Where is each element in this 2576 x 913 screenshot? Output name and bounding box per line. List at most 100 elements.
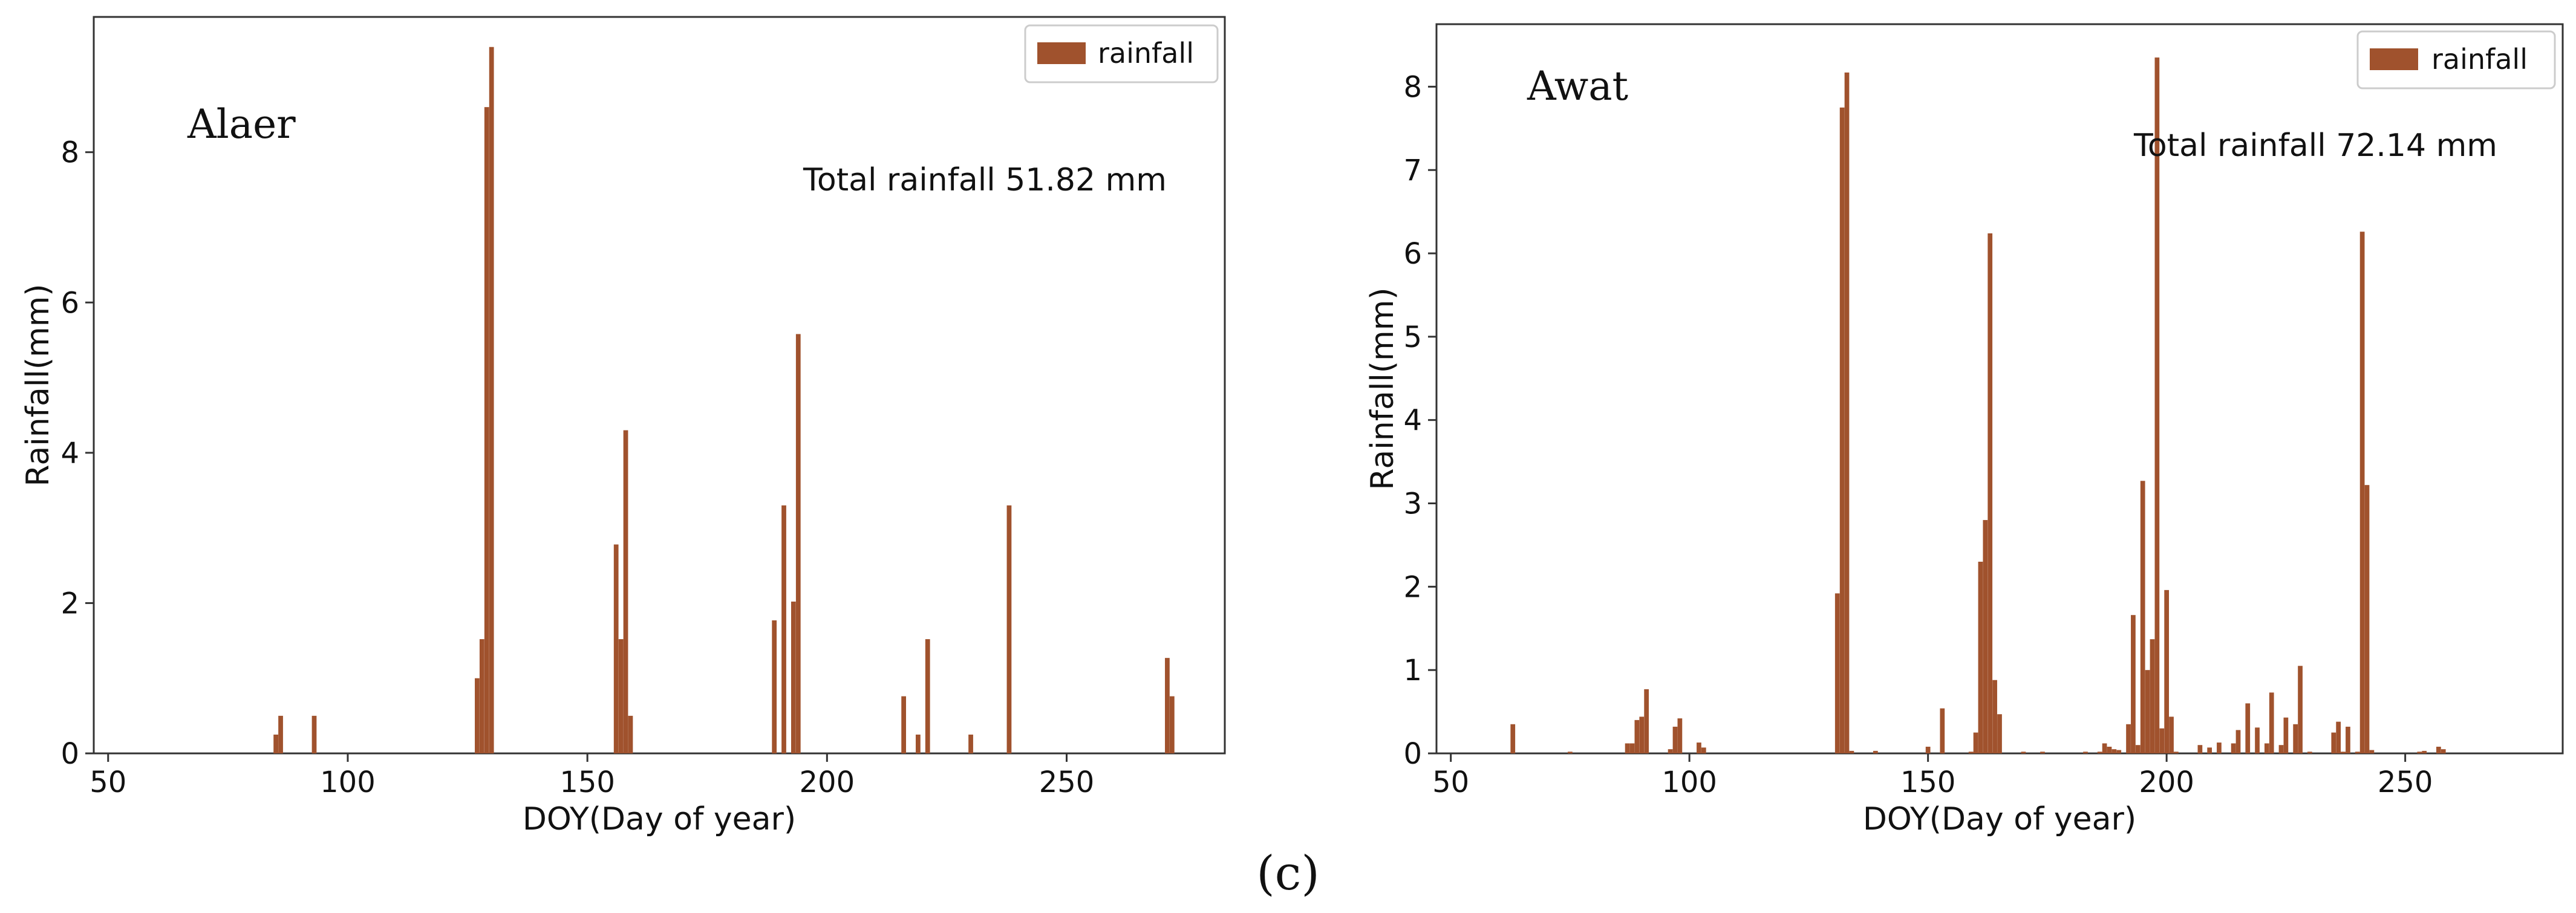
bar-doy-235 bbox=[2331, 732, 2336, 753]
legend-box bbox=[2356, 30, 2556, 89]
bar-doy-90 bbox=[1639, 716, 1645, 753]
y-tick-label: 6 bbox=[1403, 237, 1422, 271]
bar-doy-215 bbox=[2235, 730, 2241, 753]
y-tick-label: 7 bbox=[1403, 154, 1422, 187]
alaer-chart: 50 100 150 200 250 0 2 4 6 8 Alaer Total rainfall… bbox=[20, 16, 1226, 837]
bar-doy-170 bbox=[2021, 752, 2026, 753]
bar-doy-153 bbox=[1940, 708, 1945, 753]
bar-doy-75 bbox=[1568, 752, 1573, 753]
y-tick-label: 0 bbox=[60, 737, 79, 771]
bar-doy-194 bbox=[795, 334, 801, 753]
y-tick-label: 6 bbox=[60, 286, 79, 320]
bar-doy-221 bbox=[925, 639, 930, 753]
x-tick-label: 150 bbox=[559, 765, 615, 799]
bar-doy-160 bbox=[1973, 732, 1978, 753]
bar-doy-198 bbox=[2154, 57, 2160, 753]
bar-doy-191 bbox=[781, 505, 786, 753]
bar-doy-217 bbox=[2245, 703, 2251, 753]
bar-doy-97 bbox=[1672, 726, 1678, 753]
bar-doy-272 bbox=[1169, 696, 1175, 753]
bar-doy-189 bbox=[772, 620, 777, 753]
bar-doy-240 bbox=[2355, 752, 2360, 753]
bar-doy-207 bbox=[2197, 745, 2203, 753]
x-tick-label: 150 bbox=[1900, 765, 1956, 799]
bar-doy-236 bbox=[2336, 721, 2341, 753]
bar-doy-158 bbox=[623, 430, 628, 753]
bar-doy-132 bbox=[1839, 107, 1845, 753]
bar-doy-199 bbox=[2159, 728, 2165, 753]
bar-doy-86 bbox=[278, 715, 283, 753]
bar-doy-241 bbox=[2359, 232, 2365, 754]
bar-doy-183 bbox=[2083, 752, 2088, 753]
bar-doy-219 bbox=[915, 734, 921, 753]
bar-doy-192 bbox=[2126, 724, 2131, 753]
bar-doy-194 bbox=[2135, 745, 2141, 753]
legend-label: rainfall bbox=[2431, 43, 2528, 76]
x-tick-label: 200 bbox=[800, 765, 855, 799]
bar-doy-271 bbox=[1165, 658, 1170, 753]
bar-doy-128 bbox=[479, 639, 484, 753]
bar-doy-174 bbox=[2040, 752, 2045, 753]
y-tick-label: 2 bbox=[60, 586, 79, 620]
x-tick-label: 50 bbox=[90, 765, 126, 799]
bar-doy-165 bbox=[1997, 714, 2002, 753]
alaer-ticks: 50 100 150 200 250 0 2 4 6 8 bbox=[60, 136, 1094, 799]
total-rainfall-annotation: Total rainfall 51.82 mm bbox=[803, 162, 1167, 198]
x-axis-label: DOY(Day of year) bbox=[1863, 801, 2136, 837]
y-tick-label: 1 bbox=[1403, 654, 1422, 687]
y-tick-label: 4 bbox=[1403, 404, 1422, 438]
alaer-bars bbox=[273, 47, 1175, 754]
bar-doy-91 bbox=[1644, 689, 1649, 753]
bar-doy-200 bbox=[2164, 590, 2170, 753]
plot-area bbox=[93, 16, 1226, 755]
y-axis-label: Rainfall(mm) bbox=[20, 284, 56, 486]
y-axis-label: Rainfall(mm) bbox=[1365, 287, 1401, 490]
bar-doy-93 bbox=[311, 715, 317, 753]
legend: rainfall bbox=[1024, 24, 1219, 83]
bar-doy-150 bbox=[1925, 746, 1931, 753]
awat-chart: 50 100 150 200 250 0 1 2 3 4 5 6 7 8 Awat Total rainf… bbox=[1365, 23, 2564, 837]
bar-doy-163 bbox=[1987, 233, 1993, 753]
y-tick-label: 0 bbox=[1403, 737, 1422, 771]
bar-doy-193 bbox=[2131, 615, 2136, 753]
bar-doy-102 bbox=[1697, 742, 1701, 753]
total-rainfall-annotation: Total rainfall 72.14 mm bbox=[2133, 128, 2497, 164]
bar-doy-103 bbox=[1701, 747, 1706, 753]
y-tick-label: 5 bbox=[1403, 320, 1422, 354]
legend-label: rainfall bbox=[1098, 37, 1194, 70]
bar-doy-209 bbox=[2207, 747, 2212, 753]
bar-doy-225 bbox=[2283, 717, 2289, 753]
x-axis-label: DOY(Day of year) bbox=[523, 801, 796, 837]
bar-doy-164 bbox=[1992, 680, 1997, 753]
bar-doy-193 bbox=[791, 601, 796, 753]
bar-doy-195 bbox=[2140, 481, 2145, 753]
legend: rainfall bbox=[2356, 30, 2556, 89]
bar-doy-129 bbox=[484, 107, 489, 754]
figure-panel-label: (c) bbox=[1256, 846, 1320, 901]
x-tick-label: 100 bbox=[1661, 765, 1717, 799]
bar-doy-88 bbox=[1629, 743, 1635, 753]
legend-swatch bbox=[1037, 42, 1086, 64]
bar-doy-63 bbox=[1510, 724, 1516, 753]
bar-doy-98 bbox=[1677, 718, 1683, 753]
bar-doy-189 bbox=[2111, 749, 2117, 753]
bar-doy-254 bbox=[2422, 750, 2427, 753]
bar-doy-139 bbox=[1873, 750, 1878, 753]
bar-doy-214 bbox=[2231, 743, 2236, 753]
bar-doy-196 bbox=[2145, 670, 2150, 753]
bar-doy-202 bbox=[2174, 752, 2179, 753]
x-tick-label: 250 bbox=[1039, 765, 1095, 799]
awat-ticks: 50 100 150 200 250 0 1 2 3 4 5 6 7 8 bbox=[1403, 70, 2433, 799]
bar-doy-162 bbox=[1983, 520, 1988, 753]
y-tick-label: 4 bbox=[60, 437, 79, 470]
x-tick-label: 250 bbox=[2378, 765, 2433, 799]
y-tick-label: 2 bbox=[1403, 570, 1422, 604]
bar-doy-238 bbox=[2346, 726, 2350, 753]
bar-doy-216 bbox=[901, 696, 906, 753]
bar-doy-253 bbox=[2417, 752, 2422, 753]
x-tick-label: 100 bbox=[320, 765, 376, 799]
bar-doy-131 bbox=[1834, 593, 1840, 753]
bar-doy-227 bbox=[2293, 724, 2298, 753]
bar-doy-186 bbox=[2097, 752, 2102, 753]
